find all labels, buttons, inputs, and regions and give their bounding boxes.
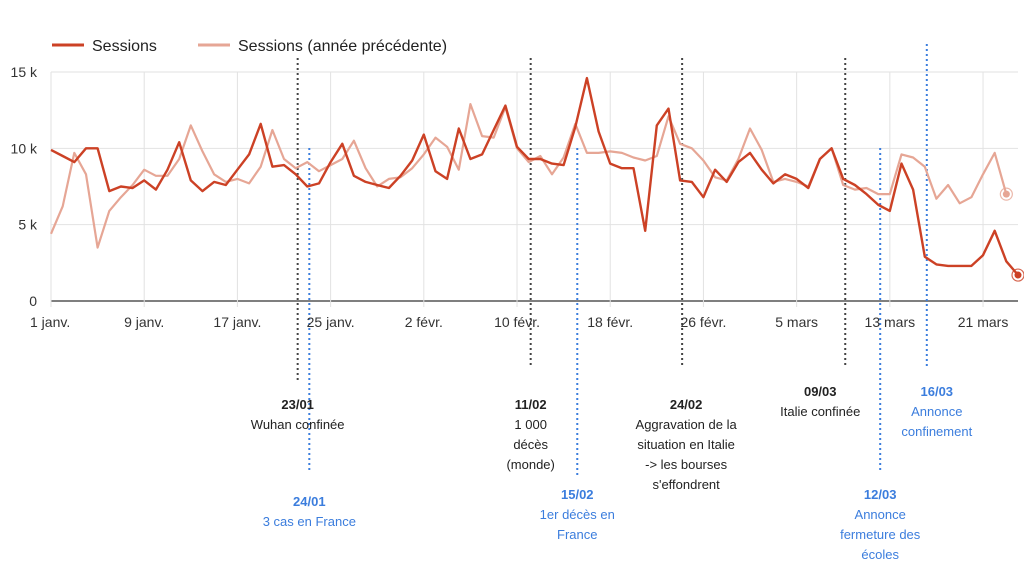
annotation-15-02: 15/02 1er décès en France — [540, 485, 615, 545]
annotation-text: 3 cas en France — [262, 514, 356, 529]
annotation-text: décès — [513, 437, 549, 452]
x-tick-label: 18 févr. — [587, 314, 633, 330]
annotation-12-03: 12/03 Annonce fermeture des écoles — [840, 485, 920, 565]
x-tick-label: 1 janv. — [30, 314, 70, 330]
legend[interactable]: Sessions Sessions (année précédente) — [52, 38, 447, 55]
x-tick-label: 25 janv. — [307, 314, 355, 330]
annotation-text: 1 000 — [514, 417, 547, 432]
annotation-text: confinement — [901, 424, 973, 439]
annotation-text: 1er décès en — [539, 507, 615, 522]
y-tick-label: 5 k — [18, 217, 38, 233]
x-tick-label: 5 mars — [775, 314, 818, 330]
series-end-point — [1002, 190, 1010, 198]
axis-ticks: 0 5 k 10 k 15 k 1 janv. 9 janv. 17 janv. 25 jan… — [11, 64, 1009, 330]
y-tick-label: 10 k — [11, 140, 38, 156]
x-tick-label: 2 févr. — [405, 314, 443, 330]
gridlines — [50, 71, 1018, 307]
annotation-24-01: 24/01 3 cas en France — [263, 492, 356, 532]
annotation-24-02: 24/02 Aggravation de la situation en Itali… — [636, 395, 737, 495]
y-tick-label: 15 k — [11, 64, 38, 80]
series-line — [49, 102, 1008, 249]
annotation-09-03: 09/03 Italie confinée — [780, 382, 860, 422]
annotation-text: Wuhan confinée — [250, 417, 345, 432]
annotation-date: 24/01 — [293, 494, 326, 509]
event-lines — [296, 44, 928, 478]
annotation-date: 12/03 — [863, 487, 897, 502]
annotation-23-01: 23/01 Wuhan confinée — [251, 395, 345, 435]
series-end-point — [1014, 271, 1022, 279]
annotation-text: -> les bourses — [645, 457, 728, 472]
annotation-text: s'effondrent — [652, 477, 720, 492]
annotation-text: Annonce — [854, 507, 906, 522]
annotation-text: France — [557, 527, 598, 542]
annotation-text: Aggravation de la — [635, 417, 737, 432]
x-tick-label: 13 mars — [865, 314, 916, 330]
annotation-text: écoles — [861, 547, 899, 562]
legend-label: Sessions (année précédente) — [238, 38, 447, 55]
series-lines — [49, 76, 1024, 282]
annotation-text: Annonce — [911, 404, 963, 419]
annotation-date: 24/02 — [669, 397, 703, 412]
series-line — [50, 76, 1019, 276]
annotation-date: 16/03 — [920, 384, 954, 399]
x-tick-label: 10 févr. — [494, 314, 540, 330]
y-tick-label: 0 — [29, 293, 37, 309]
x-tick-label: 17 janv. — [213, 314, 261, 330]
annotation-date: 23/01 — [281, 397, 314, 412]
x-tick-label: 21 mars — [958, 314, 1009, 330]
annotation-date: 15/02 — [560, 487, 594, 502]
x-tick-label: 9 janv. — [124, 314, 164, 330]
legend-label: Sessions — [92, 38, 157, 55]
annotation-date: 11/02 — [514, 397, 547, 412]
annotation-text: Italie confinée — [780, 404, 861, 419]
annotation-date: 09/03 — [803, 384, 837, 399]
annotation-text: fermeture des — [840, 527, 921, 542]
series-end-ring — [1011, 268, 1024, 282]
annotation-text: situation en Italie — [637, 437, 735, 452]
x-tick-label: 26 févr. — [680, 314, 726, 330]
annotation-16-03: 16/03 Annonce confinement — [901, 382, 972, 442]
series-end-ring — [999, 187, 1013, 201]
annotation-text: (monde) — [506, 457, 555, 472]
annotation-11-02: 11/02 1 000 décès (monde) — [506, 395, 554, 475]
